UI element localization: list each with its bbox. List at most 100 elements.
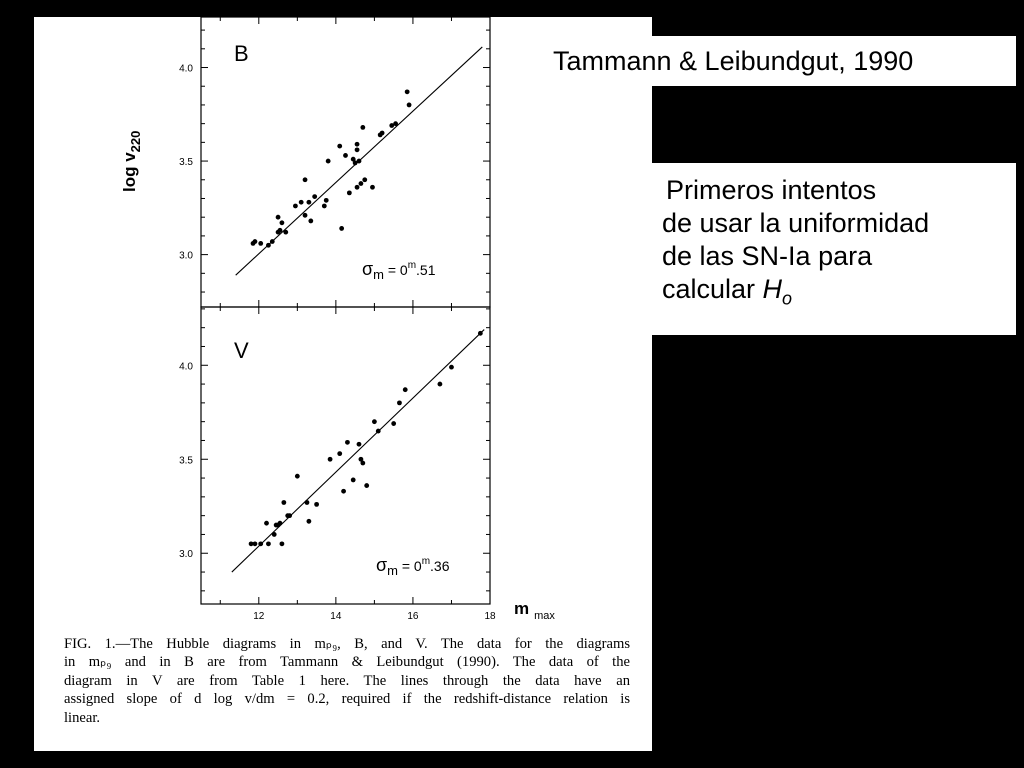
y-tick-label: 3.0	[179, 251, 193, 262]
sigma-superscript: m	[422, 556, 430, 567]
data-point	[283, 229, 289, 235]
data-point	[375, 428, 381, 434]
note-line-last: calcular Ho	[652, 273, 1016, 315]
note-line-text: calcular	[662, 274, 763, 304]
data-point	[302, 212, 308, 218]
data-point	[354, 184, 360, 190]
axis-labels: log v220 m max	[120, 131, 555, 622]
x-axis-label: m max	[514, 599, 555, 622]
y-axis-label: log v220	[120, 131, 143, 192]
data-point	[312, 194, 318, 200]
data-point	[298, 199, 304, 205]
data-point	[337, 451, 343, 457]
data-point	[287, 513, 293, 519]
x-axis-label-sub: max	[534, 610, 555, 622]
data-point	[339, 226, 345, 231]
y-tick-label: 4.0	[179, 64, 193, 75]
data-point	[370, 184, 375, 190]
data-point	[258, 541, 264, 547]
data-point	[389, 123, 395, 128]
data-point	[323, 197, 329, 203]
data-point	[477, 330, 483, 336]
caption-line: FIG. 1.—The Hubble diagrams in mₚ₉, B, a…	[64, 636, 630, 652]
data-point	[343, 153, 348, 158]
caption-line: linear.	[64, 709, 101, 726]
y-tick-label: 4.0	[179, 361, 193, 372]
data-point	[271, 532, 277, 537]
x-tick-label: 16	[407, 611, 419, 622]
data-point	[402, 387, 408, 393]
sigma-subscript: m	[373, 267, 384, 282]
h-symbol: H	[762, 274, 783, 304]
x-tick-label: 12	[253, 611, 265, 622]
data-point	[302, 177, 308, 183]
data-point	[306, 199, 312, 205]
data-point	[379, 130, 385, 136]
data-point	[314, 501, 319, 507]
data-point	[269, 239, 275, 244]
caption-line: assigned slope of d log v/dm = 0.2, requ…	[64, 691, 630, 708]
fit-line	[231, 329, 485, 573]
sigma-annotation: σm = 0m.51	[362, 259, 436, 282]
x-tick-label: 14	[330, 611, 342, 622]
data-point	[372, 419, 377, 425]
data-point	[293, 203, 298, 209]
note-line: de las SN-Ia para	[662, 241, 873, 271]
x-tick-label: 18	[484, 611, 496, 622]
data-point	[345, 439, 350, 445]
data-point	[266, 541, 271, 547]
panel-label: V	[234, 338, 249, 363]
sigma-subscript: m	[387, 563, 398, 578]
y-tick-label: 3.5	[179, 455, 193, 466]
plot-frame	[200, 306, 491, 605]
data-point	[252, 541, 258, 547]
data-point	[279, 220, 285, 226]
data-point	[346, 190, 352, 196]
sigma-symbol: σ	[362, 259, 373, 279]
data-point	[354, 147, 360, 153]
data-point	[327, 456, 333, 462]
note-line: Primeros intentos	[666, 175, 877, 205]
data-point	[277, 520, 283, 526]
data-point	[266, 242, 271, 248]
data-point	[356, 158, 362, 164]
citation-text: Tammann & Leibundgut, 1990	[553, 46, 914, 76]
data-point	[449, 364, 454, 370]
data-point	[258, 240, 264, 246]
caption-line: diagram in V are from Table 1 here. The …	[64, 672, 630, 689]
sigma-superscript: m	[408, 260, 416, 271]
data-point	[279, 541, 285, 547]
data-point	[321, 203, 327, 209]
sigma-value: = 0	[384, 262, 408, 278]
data-point	[391, 421, 397, 426]
caption-line: in mₚ₉ and in B are from Tammann & Leibu…	[64, 654, 630, 671]
data-point	[352, 160, 358, 166]
h-subscript: o	[782, 288, 793, 309]
note-callout: Primeros intentos de usar la uniformidad…	[652, 163, 1016, 335]
data-point	[350, 477, 356, 483]
data-point	[397, 400, 402, 406]
data-point	[337, 143, 343, 149]
data-point	[360, 124, 366, 130]
data-point	[360, 460, 366, 466]
data-point	[437, 381, 443, 387]
data-point	[350, 156, 356, 162]
data-point	[393, 121, 398, 127]
data-point	[356, 441, 362, 447]
data-point	[306, 518, 312, 524]
data-point	[308, 218, 314, 224]
data-point	[364, 483, 370, 488]
data-point	[341, 488, 346, 494]
data-point	[277, 227, 283, 233]
data-point	[362, 177, 368, 183]
data-point	[358, 181, 364, 186]
data-point	[358, 456, 364, 462]
y-tick-label: 3.5	[179, 157, 193, 168]
data-point	[264, 520, 269, 526]
note-line: de usar la uniformidad	[662, 208, 930, 238]
data-point	[248, 541, 254, 547]
data-point	[404, 89, 410, 95]
y-axis-label-main: log v	[120, 152, 139, 192]
